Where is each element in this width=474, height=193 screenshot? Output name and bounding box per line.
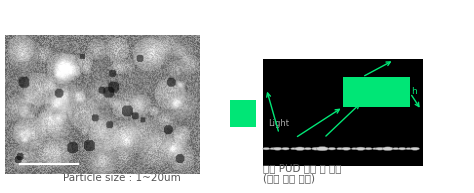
Ellipse shape <box>398 147 406 150</box>
Text: h: h <box>411 87 418 96</box>
Ellipse shape <box>312 147 320 150</box>
Ellipse shape <box>337 148 343 150</box>
Ellipse shape <box>295 147 305 150</box>
Ellipse shape <box>365 147 372 150</box>
Ellipse shape <box>392 148 399 150</box>
Ellipse shape <box>328 147 336 150</box>
Text: 무광 PUD: 무광 PUD <box>63 163 100 173</box>
Ellipse shape <box>383 147 393 151</box>
Ellipse shape <box>273 147 282 150</box>
Ellipse shape <box>291 148 296 150</box>
Ellipse shape <box>316 147 328 151</box>
Ellipse shape <box>410 147 419 150</box>
Text: Light: Light <box>268 119 289 128</box>
Bar <box>343 77 410 107</box>
Ellipse shape <box>304 147 311 150</box>
Ellipse shape <box>356 147 365 150</box>
Ellipse shape <box>373 148 378 150</box>
Text: Particle size : 1~20um: Particle size : 1~20um <box>63 173 181 183</box>
Ellipse shape <box>342 147 351 150</box>
Ellipse shape <box>351 148 357 150</box>
Bar <box>263 59 423 166</box>
Bar <box>230 100 256 127</box>
Ellipse shape <box>406 148 411 150</box>
Text: (입자 형태 유지): (입자 형태 유지) <box>263 173 315 183</box>
Text: 무광 PUD 건조 후 표면: 무광 PUD 건조 후 표면 <box>263 163 342 173</box>
Ellipse shape <box>270 148 275 150</box>
Ellipse shape <box>282 147 289 150</box>
Ellipse shape <box>263 147 270 150</box>
Ellipse shape <box>375 147 384 150</box>
